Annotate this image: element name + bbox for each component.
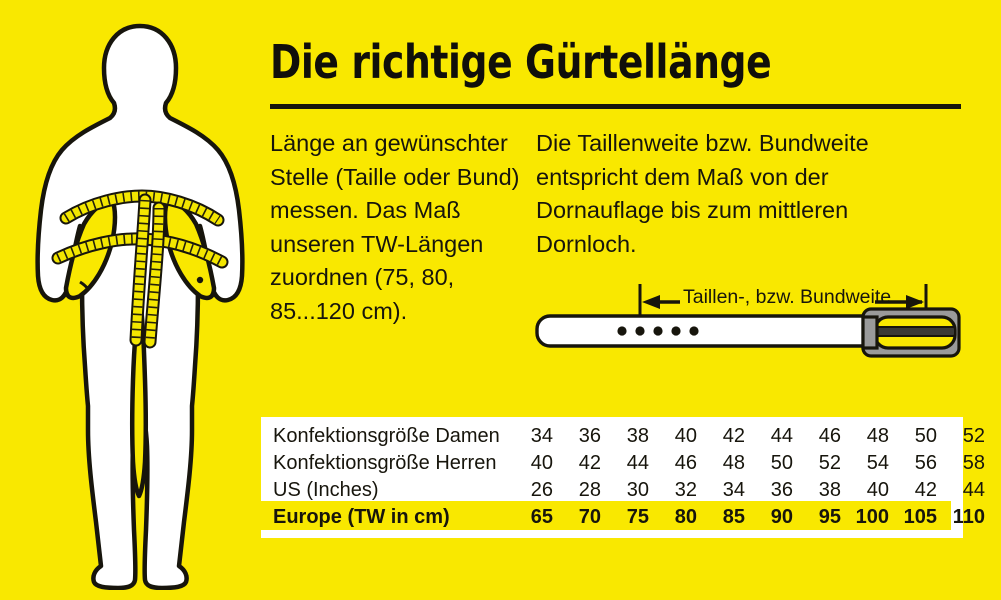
table-cell: 105 xyxy=(903,506,937,528)
table-cell: 36 xyxy=(578,425,601,447)
table-row-label: Europe (TW in cm) xyxy=(273,506,450,528)
belt-measure-label: Taillen-, bzw. Bundweite xyxy=(683,286,892,308)
table-cell: 38 xyxy=(818,479,841,501)
table-cell: 42 xyxy=(722,425,745,447)
table-cell: 95 xyxy=(818,506,841,528)
table-cell: 70 xyxy=(578,506,601,528)
table-cell: 56 xyxy=(914,452,937,474)
inner-leg-gap xyxy=(130,297,148,499)
belt-hole xyxy=(653,326,663,336)
table-cell: 40 xyxy=(530,452,553,474)
belt-diagram xyxy=(530,278,970,388)
table-cell: 42 xyxy=(578,452,601,474)
table-cell: 28 xyxy=(578,479,601,501)
silhouette-svg xyxy=(35,23,245,591)
table-cell: 32 xyxy=(674,479,697,501)
belt-hole xyxy=(617,326,627,336)
table-cell: 44 xyxy=(770,425,793,447)
table-cell: 40 xyxy=(674,425,697,447)
table-row: Konfektionsgröße Herren 40 42 44 46 48 5… xyxy=(261,450,985,478)
title-divider xyxy=(270,104,961,109)
belt-svg xyxy=(535,284,961,358)
table-cell: 42 xyxy=(914,479,937,501)
buckle-strap-slot xyxy=(861,315,879,350)
table-row-values: 65 70 75 80 85 90 95 100 105 110 xyxy=(509,504,985,531)
belt-hole xyxy=(689,326,699,336)
table-cell: 44 xyxy=(962,479,985,501)
table-cell: 44 xyxy=(626,452,649,474)
table-cell: 52 xyxy=(962,425,985,447)
table-cell: 40 xyxy=(866,479,889,501)
size-table: Konfektionsgröße Damen 34 36 38 40 42 44… xyxy=(261,417,985,538)
measure-arrow-right-head xyxy=(906,295,924,309)
dimple-left xyxy=(79,280,90,290)
table-cell: 46 xyxy=(674,452,697,474)
table-cell: 65 xyxy=(530,506,553,528)
buckle-prong-bar xyxy=(866,326,956,337)
belt-hole xyxy=(635,326,645,336)
table-row-values: 34 36 38 40 42 44 46 48 50 52 xyxy=(509,423,985,450)
table-cell: 90 xyxy=(770,506,793,528)
table-cell: 36 xyxy=(770,479,793,501)
table-cell: 50 xyxy=(914,425,937,447)
table-cell: 110 xyxy=(952,506,985,528)
table-row: Konfektionsgröße Damen 34 36 38 40 42 44… xyxy=(261,423,985,451)
table-cell: 85 xyxy=(722,506,745,528)
page-title: Die richtige Gürtellänge xyxy=(270,35,772,89)
table-cell: 34 xyxy=(722,479,745,501)
table-row-values: 26 28 30 32 34 36 38 40 42 44 xyxy=(509,477,985,504)
table-cell: 75 xyxy=(626,506,649,528)
table-cell: 50 xyxy=(770,452,793,474)
measure-arrow-left-head xyxy=(642,295,660,309)
table-cell: 80 xyxy=(674,506,697,528)
table-row-europe-tw: Europe (TW in cm) 65 70 75 80 85 90 95 1… xyxy=(261,504,985,532)
table-row-label: Konfektionsgröße Damen xyxy=(273,425,500,447)
table-cell: 38 xyxy=(626,425,649,447)
table-row-values: 40 42 44 46 48 50 52 54 56 58 xyxy=(509,450,985,477)
table-cell: 48 xyxy=(722,452,745,474)
intro-left-paragraph: Länge an gewünschter Stelle (Taille oder… xyxy=(270,130,520,324)
table-row: US (Inches) 26 28 30 32 34 36 38 40 42 4… xyxy=(261,477,985,505)
intro-right-paragraph: Die Taillenweite bzw. Bundweite entspric… xyxy=(536,130,869,257)
belt-hole xyxy=(671,326,681,336)
table-cell: 34 xyxy=(530,425,553,447)
table-highlight-band xyxy=(261,501,951,530)
table-cell: 54 xyxy=(866,452,889,474)
table-cell: 58 xyxy=(962,452,985,474)
dimple-right xyxy=(196,276,204,284)
table-cell: 46 xyxy=(818,425,841,447)
table-row-label: Konfektionsgröße Herren xyxy=(273,452,497,474)
table-cell: 26 xyxy=(530,479,553,501)
table-row-label: US (Inches) xyxy=(273,479,379,501)
table-cell: 100 xyxy=(855,506,889,528)
table-cell: 48 xyxy=(866,425,889,447)
table-cell: 30 xyxy=(626,479,649,501)
table-cell: 52 xyxy=(818,452,841,474)
body-silhouette-figure xyxy=(22,10,262,591)
measuring-tape xyxy=(51,189,229,349)
